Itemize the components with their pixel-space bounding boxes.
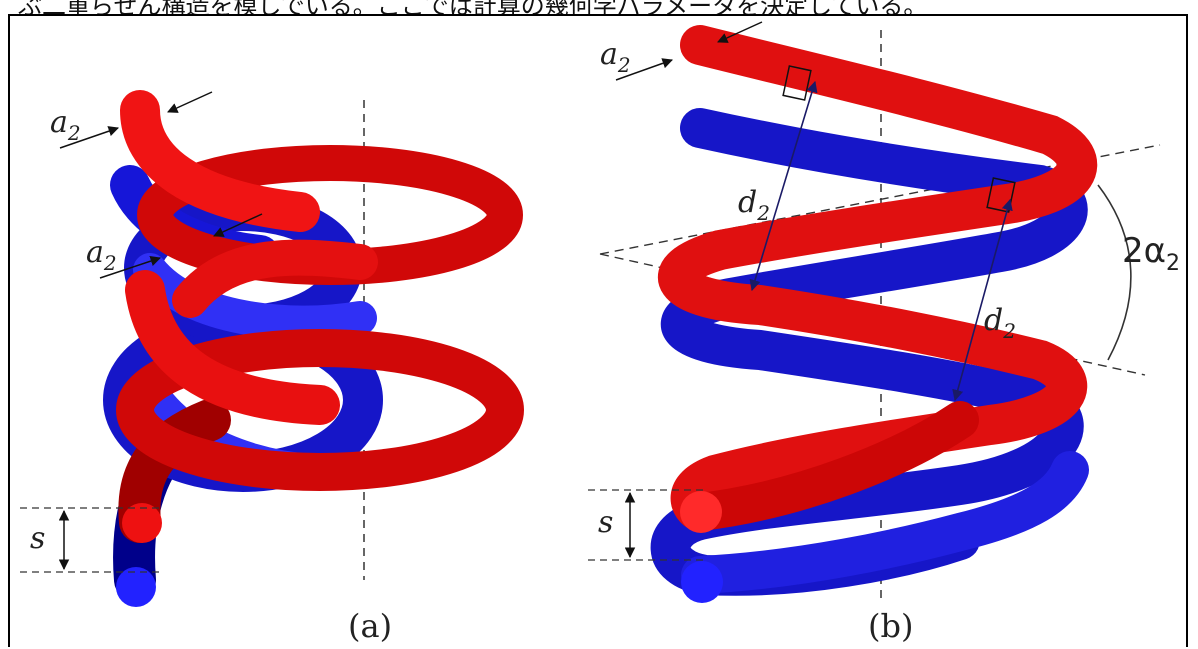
panel-a-a2-label-top: a2 [50,105,81,145]
panel-a-a2-arrow-mid-right [213,213,263,237]
panel-a-caption: (a) [348,607,392,645]
panel-b-a2-arrow-right [717,21,763,43]
panel-b-a2-arrow-left [615,58,673,81]
panel-b-a2-label: a2 [600,37,631,77]
panel-b-d2-arrow-right [952,198,1013,402]
panel-b-d2-arrow-left [749,80,818,292]
panel-b: d2 d2 a2 2α2 s (b) [588,21,1180,645]
panel-a-a2-label-mid: a2 [86,235,117,275]
panel-a-a2-arrow-top-right [167,91,213,113]
panel-b-d2-label-left: d2 [738,185,770,225]
panel-a-a2-arrow-mid-left [99,256,161,279]
panel-b-s-label: s [598,505,613,540]
panel-b-red-strand [658,25,1098,533]
panel-b-angle-label: 2α2 [1122,231,1180,276]
figure-frame [8,14,1188,647]
panel-b-d2-label-right: d2 [984,303,1016,343]
panel-a-a2-arrow-top-left [59,126,119,149]
panel-b-angle-line-upper [599,144,1161,255]
panel-b-angle-arc [1097,184,1132,361]
clipped-header-text: ぶ二重らせん構造を模しでいる。ここでは計算の幾何学パラメータを決定している。 [18,0,928,16]
panel-a-s-label: s [30,521,45,556]
panel-a: a2 a2 s (a) [20,90,524,645]
panel-b-blue-strand [650,108,1089,603]
panel-b-caption: (b) [868,607,913,645]
panel-a-red-strand [116,90,524,543]
